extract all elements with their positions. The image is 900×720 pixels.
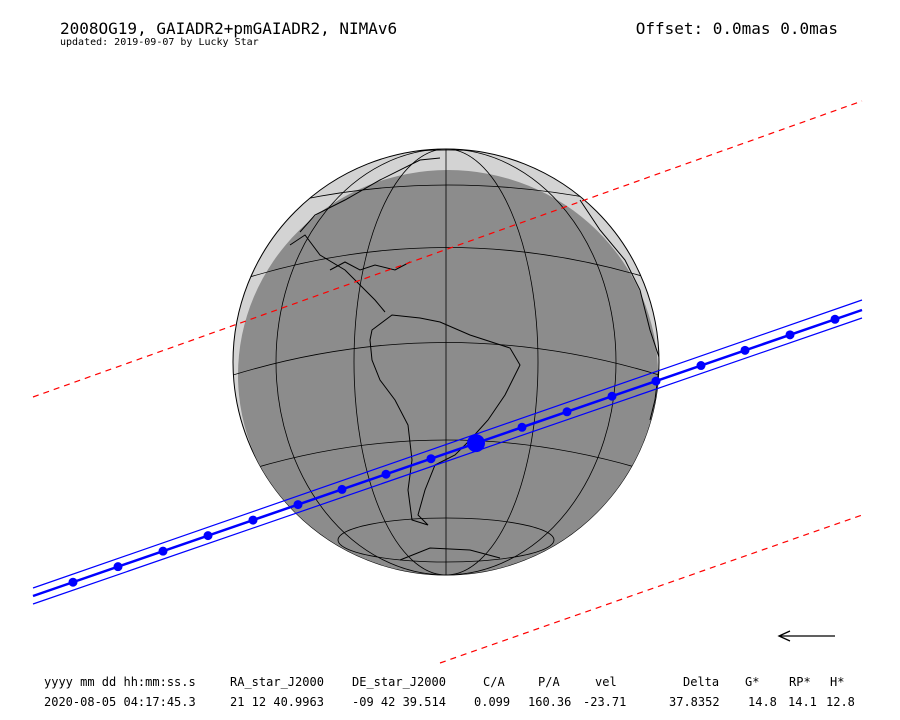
globe — [232, 148, 660, 576]
table-cell: 12.8 — [826, 695, 855, 709]
path-dot — [381, 469, 391, 479]
table-cell: 14.8 — [748, 695, 777, 709]
path-dot — [426, 454, 436, 464]
table-cell: 14.1 — [788, 695, 817, 709]
path-dot — [830, 314, 840, 324]
path-dot — [785, 330, 795, 340]
path-dot — [740, 345, 750, 355]
table-cell: 0.099 — [474, 695, 510, 709]
column-header: P/A — [538, 675, 560, 689]
path-dot — [607, 391, 617, 401]
column-header: vel — [595, 675, 617, 689]
table-cell: 37.8352 — [669, 695, 720, 709]
info-table: yyyy mm dd hh:mm:ss.s RA_star_J2000 DE_sta… — [44, 675, 855, 709]
table-cell: 160.36 — [528, 695, 571, 709]
column-header: RP* — [789, 675, 811, 689]
column-header: H* — [830, 675, 844, 689]
column-header: G* — [745, 675, 759, 689]
table-cell: -23.71 — [583, 695, 626, 709]
table-cell: -09 42 39.514 — [352, 695, 446, 709]
path-dot — [68, 577, 78, 587]
title: 2008OG19, GAIADR2+pmGAIADR2, NIMAv6 — [60, 19, 397, 38]
subtitle: updated: 2019-09-07 by Lucky Star — [60, 37, 259, 48]
path-dot — [467, 434, 485, 453]
path-dot — [696, 361, 706, 371]
table-cell: 2020-08-05 04:17:45.3 — [44, 695, 196, 709]
path-dot — [517, 422, 527, 432]
path-dot — [651, 376, 661, 386]
column-header: Delta — [683, 675, 719, 689]
path-dot — [113, 562, 123, 572]
column-header: RA_star_J2000 — [230, 675, 324, 689]
path-dots — [68, 314, 840, 587]
path-dot — [203, 531, 213, 541]
table-cell: 21 12 40.9963 — [230, 695, 324, 709]
column-header: DE_star_J2000 — [352, 675, 446, 689]
path-dot — [248, 515, 258, 525]
column-header: yyyy mm dd hh:mm:ss.s — [44, 675, 196, 689]
path-dot — [337, 484, 347, 494]
shadow-path — [32, 100, 863, 664]
offset: Offset: 0.0mas 0.0mas — [636, 19, 838, 38]
column-header: C/A — [483, 675, 505, 689]
direction-arrow — [777, 630, 835, 642]
path-dot — [293, 500, 303, 510]
path-dot — [158, 546, 168, 556]
coastline — [289, 157, 659, 561]
path-dot — [562, 407, 572, 417]
